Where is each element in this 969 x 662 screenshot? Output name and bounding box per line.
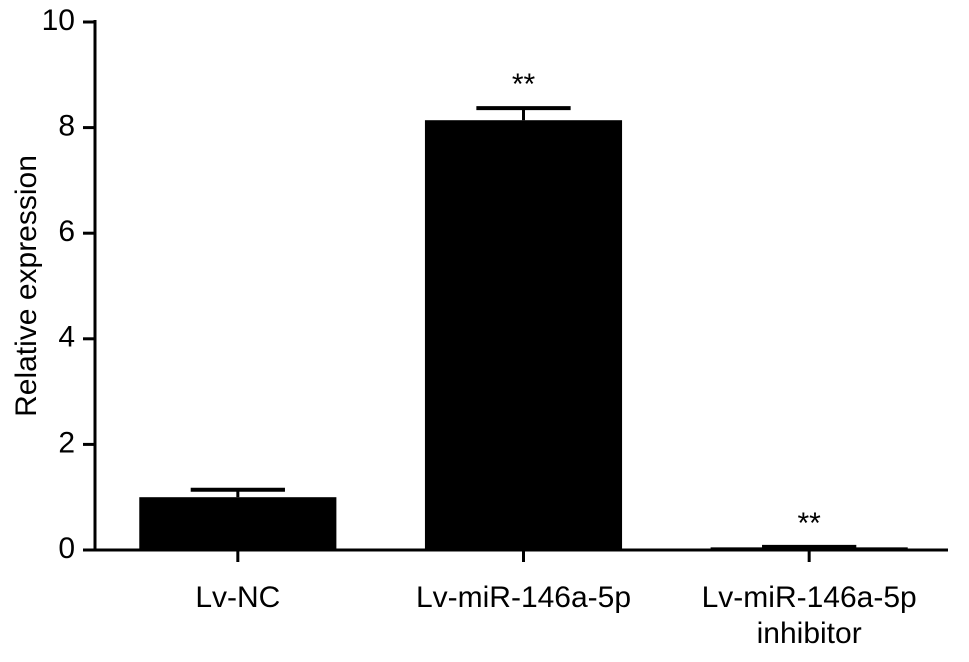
y-tick-label: 8 [58,110,75,143]
y-tick-label: 2 [58,426,75,459]
error-bar [190,487,285,498]
bar [424,120,623,550]
x-tick-label: Lv-miR-146a-5p inhibitor [701,581,917,650]
significance-label: ** [797,507,821,540]
y-tick-label: 6 [58,215,75,248]
error-bar [762,544,857,549]
y-tick-label: 4 [58,321,75,354]
bar [139,497,337,550]
x-tick-label: Lv-NC [195,581,281,614]
y-tick-label: 10 [42,4,75,37]
y-tick-label: 0 [58,532,75,565]
y-axis-label: Relative expression [10,155,43,417]
x-tick-label: Lv-miR-146a-5p [415,581,632,614]
error-bar [476,106,571,121]
significance-label: ** [512,68,536,101]
